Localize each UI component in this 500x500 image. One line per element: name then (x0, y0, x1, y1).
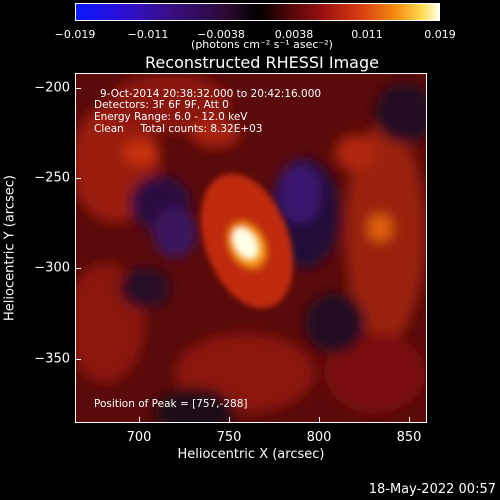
x-tick-mark (229, 417, 230, 423)
colorbar-tick: −0.019 (54, 28, 96, 41)
peak-position-label: Position of Peak = [757,-288] (94, 398, 248, 410)
plot-frame (75, 73, 427, 423)
footer-timestamp: 18-May-2022 00:57 (368, 482, 496, 497)
x-tick-label: 800 (306, 430, 332, 445)
x-tick-mark (319, 417, 320, 423)
x-tick-label: 850 (396, 430, 422, 445)
x-tick-label: 750 (216, 430, 242, 445)
rhessi-image (75, 73, 427, 423)
y-tick-label: −350 (34, 351, 70, 367)
colorbar-tick: 0.0038 (274, 28, 314, 41)
y-axis-label: Heliocentric Y (arcsec) (2, 175, 18, 321)
y-tick-label: −300 (34, 260, 70, 276)
colorbar-tick: −0.011 (127, 28, 169, 41)
x-tick-mark (409, 417, 410, 423)
colorbar-tick: 0.011 (351, 28, 383, 41)
colorbar (75, 3, 440, 21)
y-tick-mark (75, 359, 81, 360)
y-tick-mark (75, 178, 81, 179)
detectors-label: Detectors: 3F 6F 9F, Att 0 (94, 99, 229, 111)
y-tick-mark (75, 88, 81, 89)
colorbar-tick: −0.0038 (197, 28, 245, 41)
rhessi-image-canvas (75, 73, 427, 423)
energy-range-label: Energy Range: 6.0 - 12.0 keV (94, 111, 248, 123)
x-tick-label: 700 (126, 430, 152, 445)
x-axis-label: Heliocentric X (arcsec) (177, 447, 325, 462)
x-tick-mark (139, 417, 140, 423)
y-tick-label: −200 (34, 80, 70, 96)
clean-counts-label: Clean Total counts: 8.32E+03 (94, 123, 263, 135)
time-range-label: 9-Oct-2014 20:38:32.000 to 20:42:16.000 (100, 88, 322, 100)
image-title: Reconstructed RHESSI Image (145, 53, 379, 72)
y-tick-mark (75, 268, 81, 269)
colorbar-tick: 0.019 (424, 28, 456, 41)
colorbar-units: (photons cm⁻² s⁻¹ asec⁻²) (191, 38, 333, 51)
y-tick-label: −250 (34, 170, 70, 186)
